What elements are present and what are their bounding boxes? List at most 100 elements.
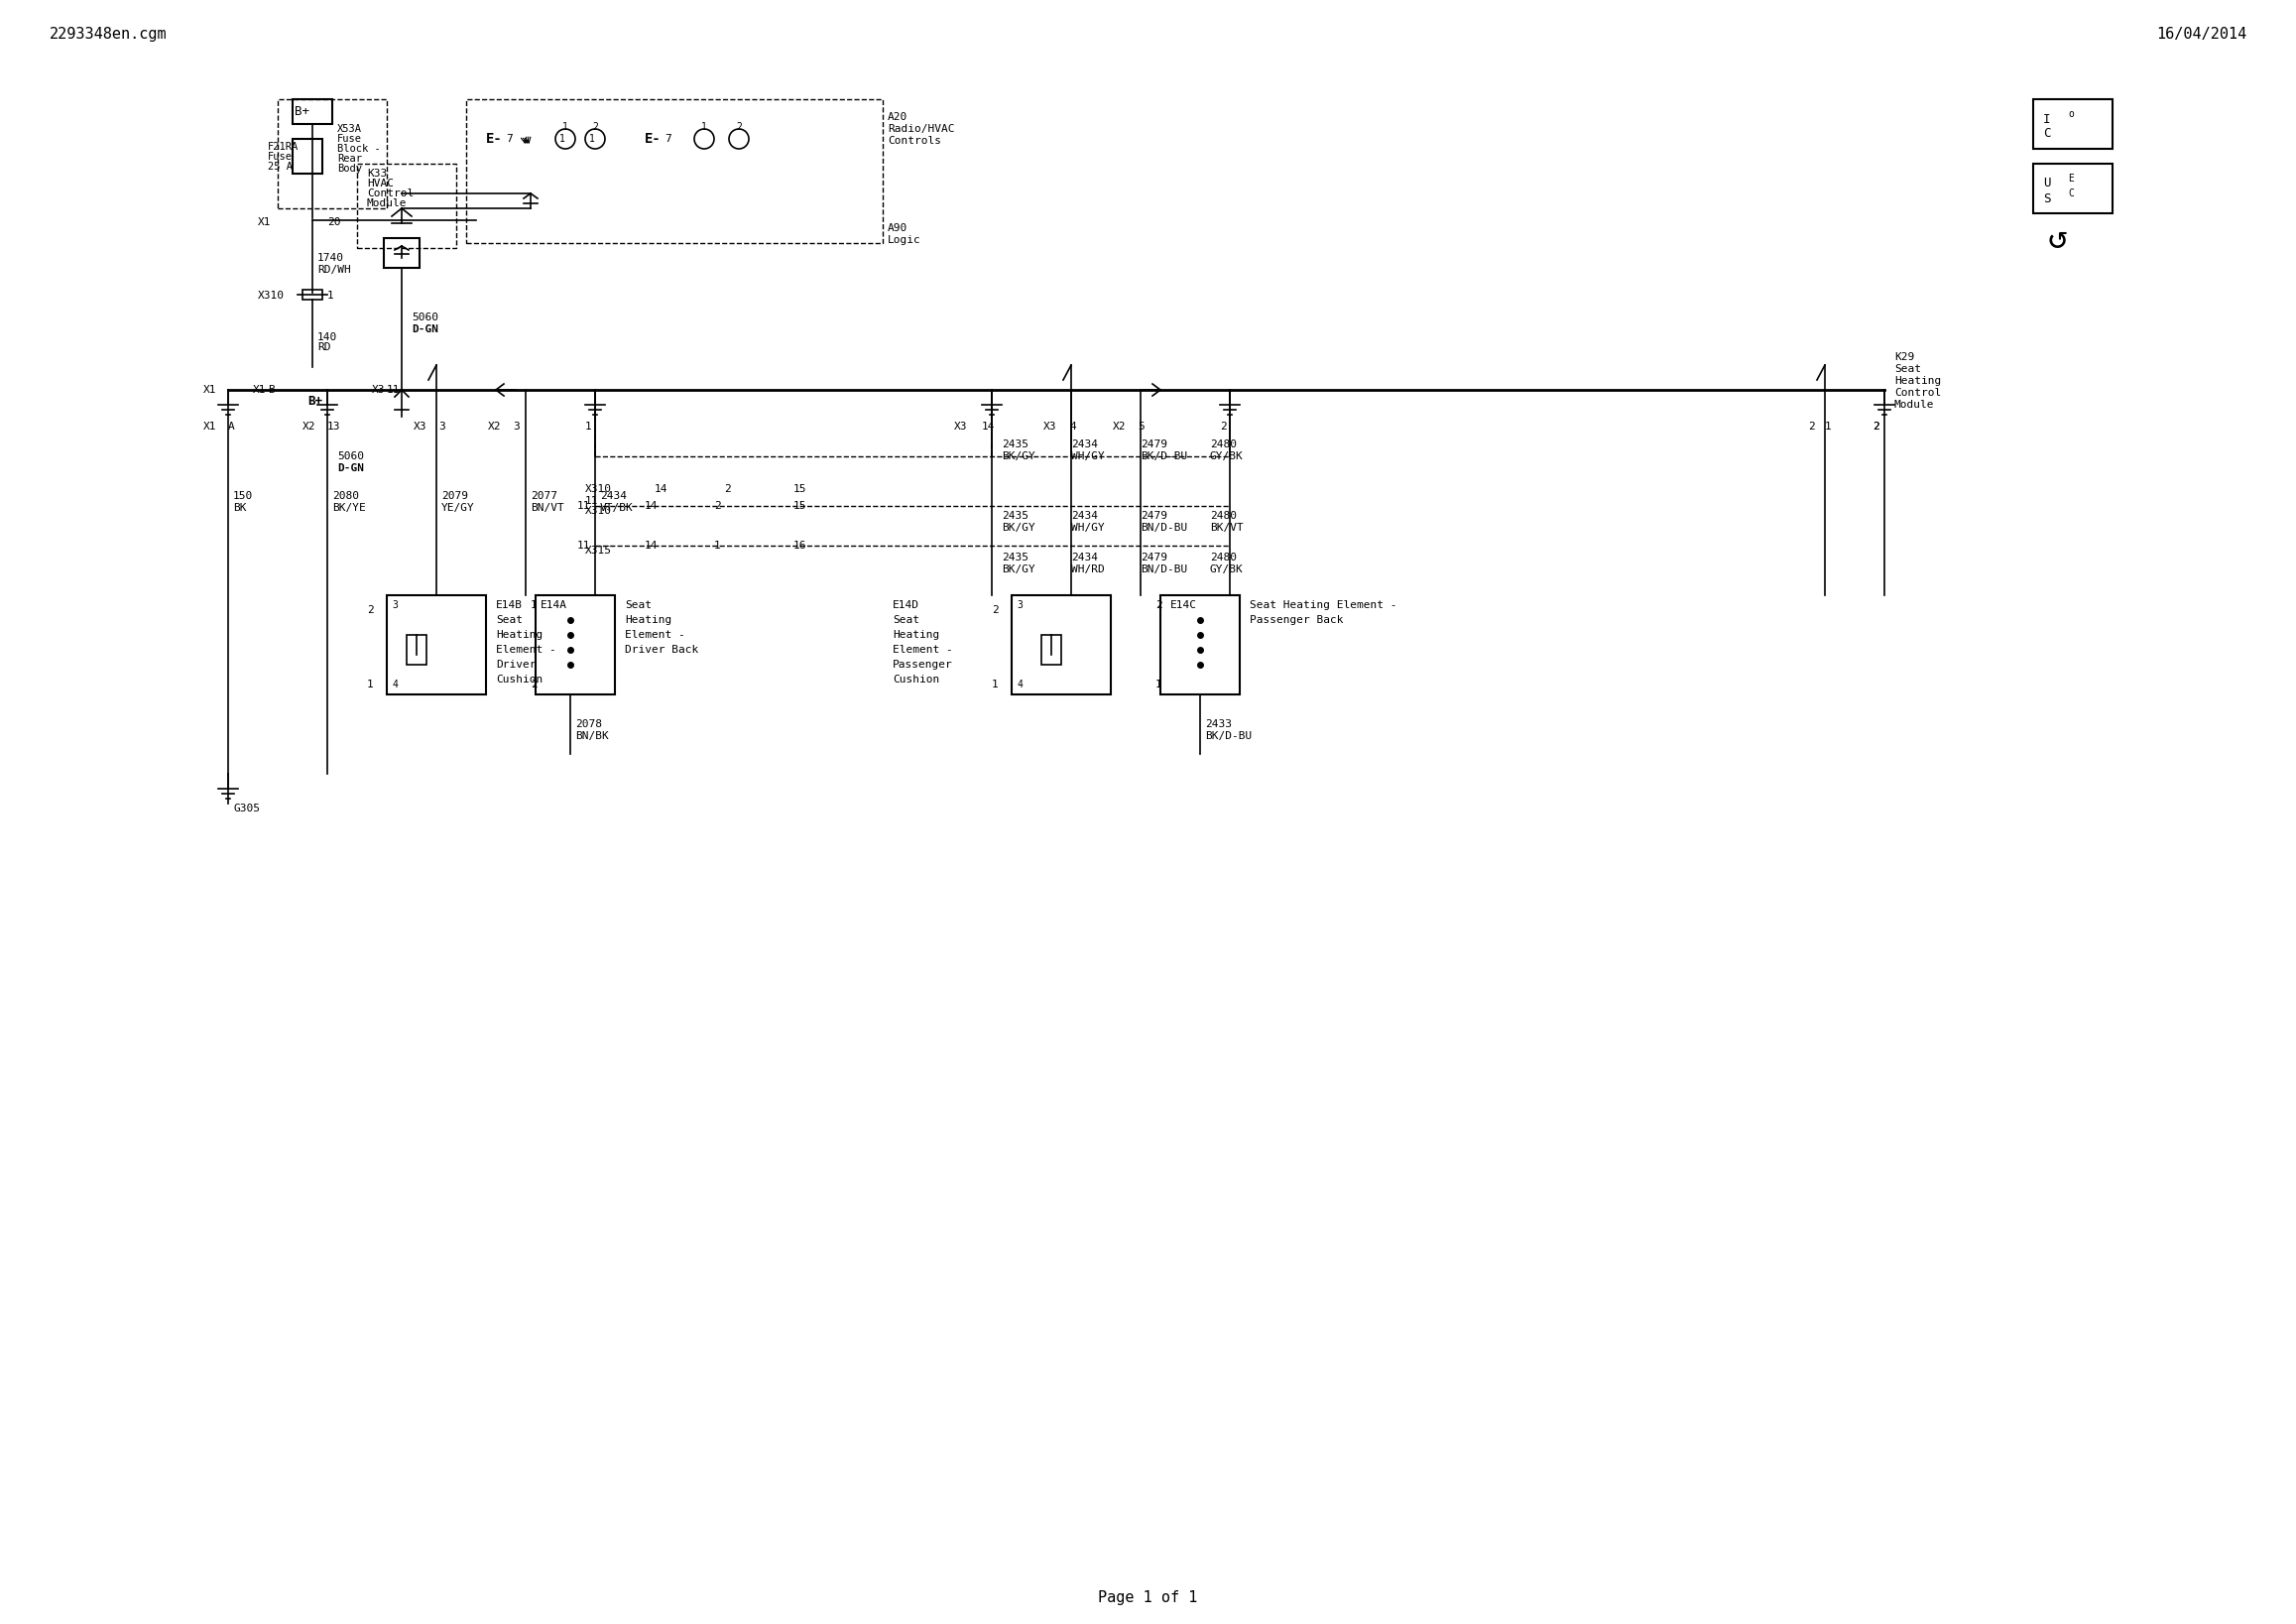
- Text: X2: X2: [487, 422, 501, 432]
- Text: Cushion: Cushion: [496, 674, 542, 685]
- Text: 2: 2: [1219, 422, 1226, 432]
- Text: 14: 14: [645, 500, 659, 512]
- Text: X310: X310: [257, 291, 285, 300]
- Text: X2: X2: [1111, 422, 1125, 432]
- Text: 140: 140: [317, 333, 338, 343]
- Bar: [466, 99, 882, 244]
- Text: 1: 1: [367, 679, 374, 690]
- Bar: [383, 239, 420, 268]
- Text: BK/VT: BK/VT: [1210, 523, 1244, 533]
- Bar: [386, 596, 487, 695]
- Text: Heating: Heating: [625, 615, 673, 625]
- Text: K29: K29: [1894, 352, 1915, 362]
- Text: Cushion: Cushion: [893, 674, 939, 685]
- Text: G305: G305: [234, 804, 259, 814]
- Text: Heating: Heating: [496, 630, 542, 640]
- Text: Module: Module: [367, 198, 406, 208]
- Bar: [406, 635, 427, 664]
- Text: 2434: 2434: [1072, 512, 1097, 521]
- Text: 20: 20: [328, 218, 340, 227]
- Text: 2080: 2080: [333, 490, 358, 500]
- Text: X3: X3: [1042, 422, 1056, 432]
- Text: 16: 16: [794, 541, 806, 551]
- Text: BN/VT: BN/VT: [530, 503, 565, 513]
- Text: A: A: [227, 422, 234, 432]
- Text: 11: 11: [585, 495, 599, 507]
- Text: GY/BK: GY/BK: [1210, 565, 1244, 575]
- Text: X310: X310: [585, 507, 613, 516]
- Text: B: B: [269, 385, 276, 395]
- Text: Passenger: Passenger: [893, 659, 953, 669]
- Text: K33: K33: [367, 169, 388, 179]
- Text: Fuse: Fuse: [338, 133, 363, 145]
- Text: BK/GY: BK/GY: [1001, 565, 1035, 575]
- Text: Seat Heating Element -: Seat Heating Element -: [1249, 601, 1396, 611]
- Text: 7: 7: [664, 133, 670, 145]
- Text: 14: 14: [645, 541, 659, 551]
- Text: X310: X310: [585, 484, 613, 494]
- Text: 14: 14: [654, 484, 668, 494]
- Text: X315: X315: [585, 546, 613, 555]
- Text: 2479: 2479: [1141, 440, 1166, 450]
- Text: 1: 1: [560, 133, 565, 145]
- Text: 3: 3: [1017, 601, 1022, 611]
- Text: 2: 2: [1809, 422, 1814, 432]
- Text: 1: 1: [992, 679, 999, 690]
- Text: Logic: Logic: [889, 235, 921, 245]
- Text: BN/D-BU: BN/D-BU: [1141, 565, 1187, 575]
- Text: 1: 1: [563, 122, 567, 132]
- Text: 1740: 1740: [317, 253, 344, 263]
- Text: Seat: Seat: [496, 615, 523, 625]
- Bar: [1042, 635, 1061, 664]
- Bar: [2034, 99, 2112, 149]
- Text: Seat: Seat: [893, 615, 918, 625]
- Text: BK/GY: BK/GY: [1001, 523, 1035, 533]
- Text: Seat: Seat: [625, 601, 652, 611]
- Text: 5: 5: [1137, 422, 1143, 432]
- Text: 2077: 2077: [530, 490, 558, 500]
- Text: 4: 4: [1017, 679, 1022, 690]
- Text: BK/D-BU: BK/D-BU: [1141, 451, 1187, 461]
- Bar: [535, 596, 615, 695]
- Text: 2: 2: [1874, 422, 1878, 432]
- Text: Element -: Element -: [893, 645, 953, 654]
- Text: 2293348en.cgm: 2293348en.cgm: [51, 28, 168, 42]
- Text: 2435: 2435: [1001, 512, 1029, 521]
- Text: 2479: 2479: [1141, 552, 1166, 562]
- Text: U: U: [2043, 177, 2050, 190]
- Text: BN/BK: BN/BK: [576, 731, 608, 741]
- Text: 2: 2: [992, 606, 999, 615]
- Bar: [292, 140, 321, 174]
- Text: Controls: Controls: [889, 136, 941, 146]
- Text: Element -: Element -: [496, 645, 556, 654]
- Text: 2435: 2435: [1001, 552, 1029, 562]
- Text: Block -: Block -: [338, 145, 381, 154]
- Text: BK/YE: BK/YE: [333, 503, 365, 513]
- Text: C: C: [2069, 188, 2073, 198]
- Text: 11: 11: [576, 541, 590, 551]
- Text: X1: X1: [257, 218, 271, 227]
- Text: 1: 1: [1825, 422, 1832, 432]
- Text: E14D: E14D: [893, 601, 918, 611]
- Text: 2079: 2079: [441, 490, 468, 500]
- Text: X2: X2: [303, 422, 315, 432]
- Text: D-GN: D-GN: [338, 463, 365, 473]
- Text: WH/GY: WH/GY: [1072, 523, 1104, 533]
- Text: Driver: Driver: [496, 659, 535, 669]
- Text: 2435: 2435: [1001, 440, 1029, 450]
- Text: 2434: 2434: [599, 490, 627, 500]
- Text: C: C: [2043, 127, 2050, 140]
- Text: X3: X3: [953, 422, 967, 432]
- Text: 5060: 5060: [338, 451, 365, 461]
- Text: WH/RD: WH/RD: [1072, 565, 1104, 575]
- Text: Fuse: Fuse: [269, 151, 292, 162]
- Text: 7: 7: [505, 133, 512, 145]
- Text: 2433: 2433: [1205, 719, 1233, 729]
- Text: 13: 13: [328, 422, 340, 432]
- Text: A90: A90: [889, 222, 907, 234]
- Text: YE/GY: YE/GY: [441, 503, 475, 513]
- Text: o: o: [2069, 109, 2073, 119]
- Text: B+: B+: [296, 106, 310, 119]
- Text: X1: X1: [202, 385, 216, 395]
- Text: Page 1 of 1: Page 1 of 1: [1097, 1590, 1196, 1605]
